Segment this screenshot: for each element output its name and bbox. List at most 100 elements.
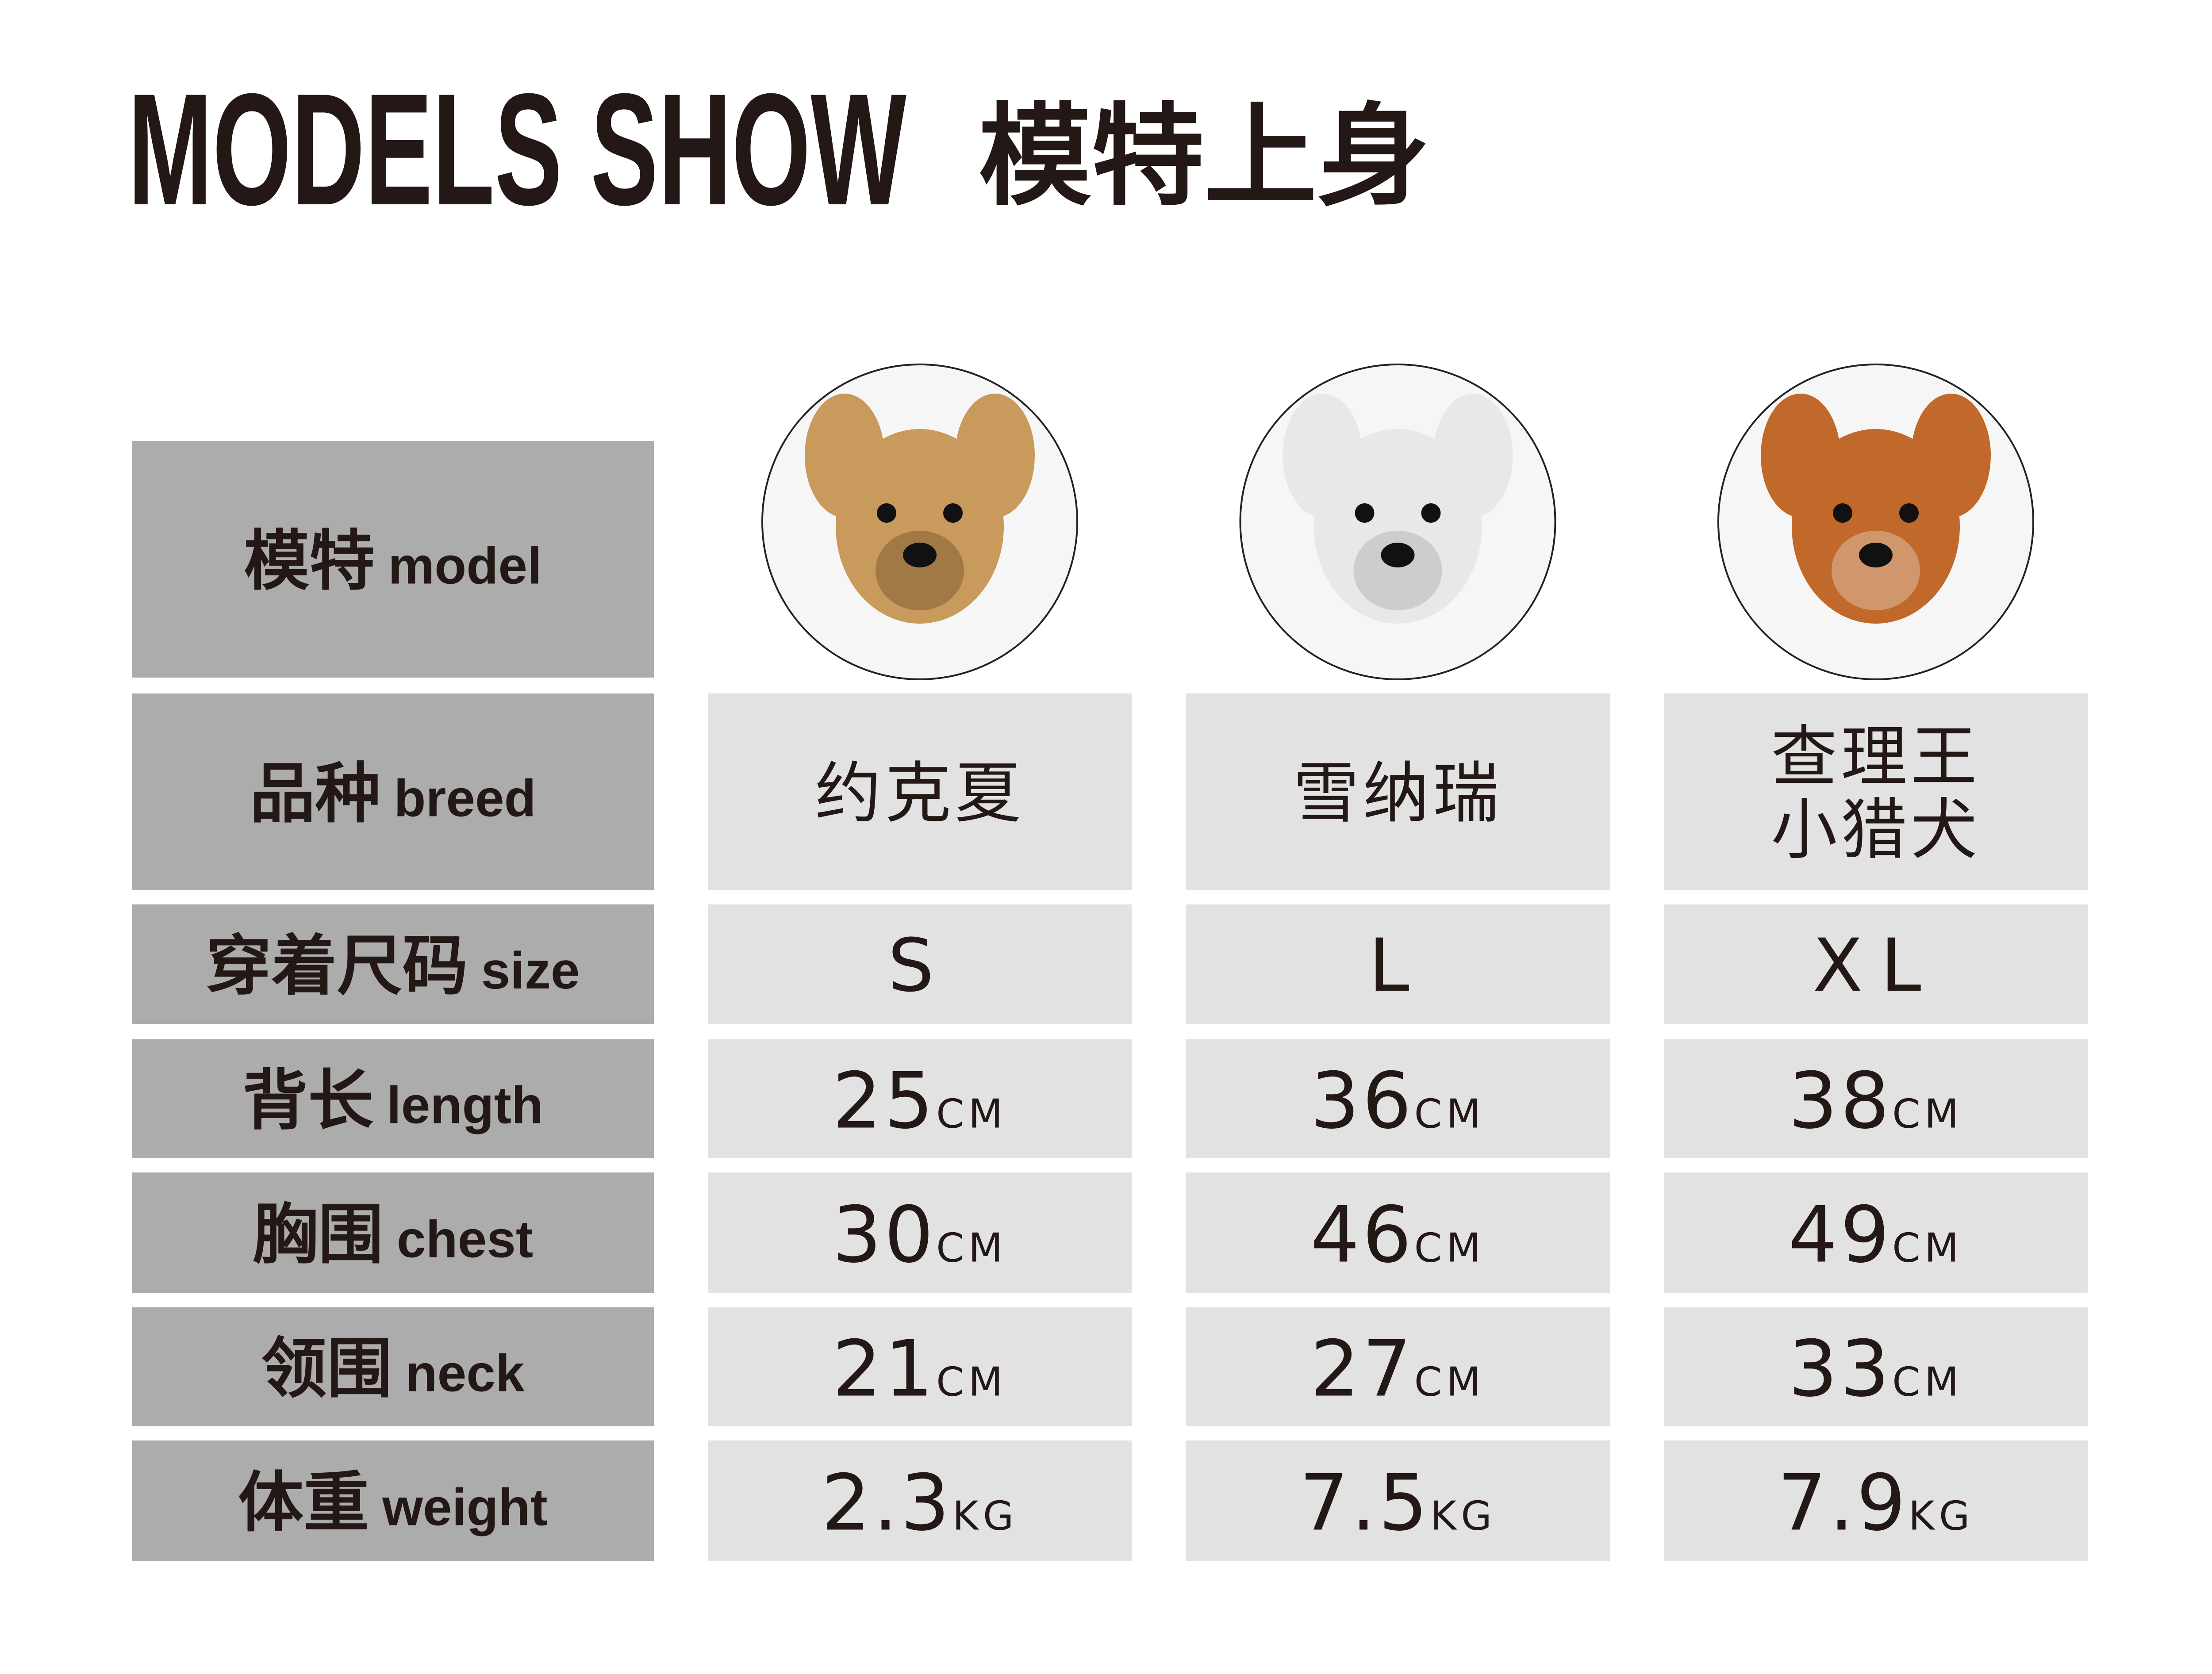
measure-unit: CM [1892,1359,1963,1406]
subtitle: 模特上身 [979,92,1430,221]
breed-text: 雪纳瑞 [1293,755,1502,832]
measure-unit: CM [936,1091,1007,1138]
row-header-en: length [387,1076,543,1135]
dog-eye [943,503,963,523]
measure-text: 38CM [1788,1057,1963,1146]
row-header-label: 品种 breed [250,756,536,832]
dog-eye [1899,503,1919,523]
breed-text: 查理王 [1771,719,1981,796]
data-cell [1186,693,1610,890]
row-header-label: 背长 length [242,1063,543,1139]
measure-value: 2.3 [821,1459,952,1548]
measure-value: 7.9 [1777,1459,1908,1548]
row-header-cell [132,693,654,890]
measure-unit: CM [1892,1091,1963,1138]
row-header-cell [132,441,654,678]
measure-text: 7.5KG [1299,1459,1496,1548]
data-cell [1186,1172,1610,1293]
measure-value: 33 [1788,1325,1892,1414]
row-header-cell [132,1307,654,1426]
row-header-en: chest [397,1210,533,1269]
data-cell [708,904,1132,1024]
measure-value: 36 [1310,1057,1414,1146]
measure-value: 7.5 [1299,1459,1430,1548]
measure-value: 27 [1310,1325,1414,1414]
row-header-en: neck [406,1345,525,1403]
data-cell [708,1039,1132,1158]
data-cell [1186,1307,1610,1426]
breed-text: 小猎犬 [1771,792,1981,869]
dog-muzzle [876,531,964,610]
measure-text: 33CM [1788,1325,1963,1414]
row-header-cn: 背长 [242,1063,373,1139]
measure-unit: KG [952,1493,1018,1540]
measure-unit: CM [1414,1091,1486,1138]
measure-value: 21 [832,1325,936,1414]
row-header-label: 胸围 chest [253,1197,533,1273]
measure-text: 2.3KG [821,1459,1018,1548]
measure-unit: CM [1414,1359,1486,1406]
measure-text: 36CM [1310,1057,1485,1146]
row-header-cn: 模特 [244,523,375,599]
data-cell [1186,904,1610,1024]
data-cell [1664,1039,2088,1158]
measure-text: 46CM [1310,1191,1485,1280]
size-text: L [1369,923,1427,1008]
row-header-label: 体重 weight [238,1465,548,1541]
measure-unit: CM [1892,1225,1963,1272]
data-cell [1664,1172,2088,1293]
row-header-cell [132,1172,654,1293]
dog-face [836,429,1004,624]
data-cell [1186,1440,1610,1561]
row-header-label: 领围 neck [261,1331,525,1407]
data-cell [1664,693,2088,890]
dog-nose [1381,543,1415,567]
row-header-en: model [388,537,542,595]
data-cell [708,693,1132,890]
measure-text: 49CM [1788,1191,1963,1280]
measure-unit: KG [1909,1493,1974,1540]
data-cell [1186,1039,1610,1158]
measure-unit: CM [936,1225,1007,1272]
dog-nose [1859,543,1893,567]
measure-unit: KG [1430,1493,1496,1540]
row-header-en: breed [394,770,536,828]
measure-value: 49 [1788,1191,1892,1280]
measure-text: 30CM [832,1191,1007,1280]
measure-value: 46 [1310,1191,1414,1280]
measure-value: 30 [832,1191,936,1280]
row-header-cn: 体重 [238,1465,369,1541]
row-header-cn: 领围 [261,1331,392,1407]
row-header-en: size [481,942,580,1000]
row-header-cell [132,1039,654,1158]
dog-muzzle [1832,531,1920,610]
row-header-en: weight [382,1479,548,1537]
measure-value: 38 [1788,1057,1892,1146]
measure-text: 21CM [832,1325,1007,1414]
row-header-label: 穿着尺码 size [206,928,580,1004]
measure-text: 7.9KG [1777,1459,1974,1548]
size-text: S [888,923,952,1008]
dog-face [1792,429,1960,624]
title: MODELS SHOW [128,61,907,238]
dog-eye [877,503,896,523]
row-header-cn: 穿着尺码 [206,928,468,1004]
row-header-label: 模特 model [244,523,542,599]
measure-text: 27CM [1310,1325,1485,1414]
dog-eye [1421,503,1441,523]
data-cell [708,1440,1132,1561]
measure-value: 25 [832,1057,936,1146]
dog-muzzle [1353,531,1442,610]
row-header-cell [132,904,654,1024]
row-header-cell [132,1440,654,1561]
data-cell [1664,1307,2088,1426]
measure-text: 25CM [832,1057,1007,1146]
data-cell [1664,1440,2088,1561]
dog-eye [1355,503,1375,523]
measure-unit: CM [936,1359,1007,1406]
dog-eye [1833,503,1852,523]
size-text: XL [1813,923,1939,1008]
row-header-cn: 胸围 [253,1197,384,1273]
